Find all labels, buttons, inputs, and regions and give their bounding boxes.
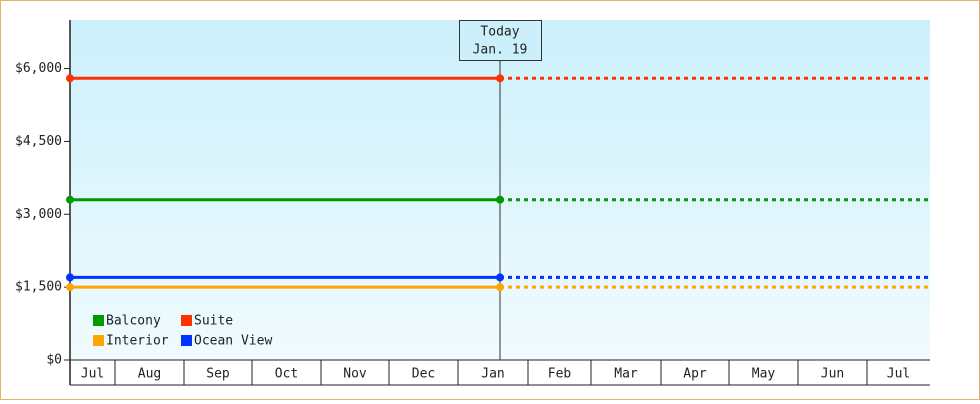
x-tick-label: Feb [548, 367, 572, 382]
x-tick-label: Nov [343, 367, 367, 382]
x-tick-label: Oct [275, 367, 298, 382]
point [496, 74, 504, 83]
legend-label: Ocean View [194, 334, 272, 349]
legend-swatch [93, 335, 104, 346]
legend-swatch [93, 315, 104, 326]
today-title: Today [480, 25, 519, 40]
x-tick-label: Jun [821, 367, 844, 382]
point [496, 273, 504, 282]
x-tick-label: Sep [206, 367, 230, 382]
x-tick-label: May [752, 367, 776, 382]
point [496, 195, 504, 204]
x-tick-label: Dec [412, 367, 435, 382]
legend-label: Interior [106, 334, 169, 349]
legend-swatch [181, 315, 192, 326]
y-tick-label: $0 [46, 353, 62, 368]
today-box [459, 20, 542, 61]
point [66, 74, 74, 83]
x-tick-label: Jul [887, 367, 910, 382]
legend-label: Balcony [106, 314, 161, 329]
x-tick-label: Jul [81, 367, 104, 382]
y-tick-label: $3,000 [15, 207, 62, 222]
point [66, 283, 74, 292]
legend-swatch [181, 335, 192, 346]
x-tick-label: Mar [614, 367, 638, 382]
point [66, 195, 74, 204]
x-tick-label: Aug [138, 367, 161, 382]
point [496, 283, 504, 292]
today-date: Jan. 19 [473, 43, 528, 58]
x-tick-label: Jan [481, 367, 504, 382]
y-tick-label: $1,500 [15, 280, 62, 295]
legend-label: Suite [194, 314, 233, 329]
point [66, 273, 74, 282]
y-tick-label: $4,500 [15, 134, 62, 149]
x-tick-label: Apr [683, 367, 707, 382]
y-tick-label: $6,000 [15, 61, 62, 76]
